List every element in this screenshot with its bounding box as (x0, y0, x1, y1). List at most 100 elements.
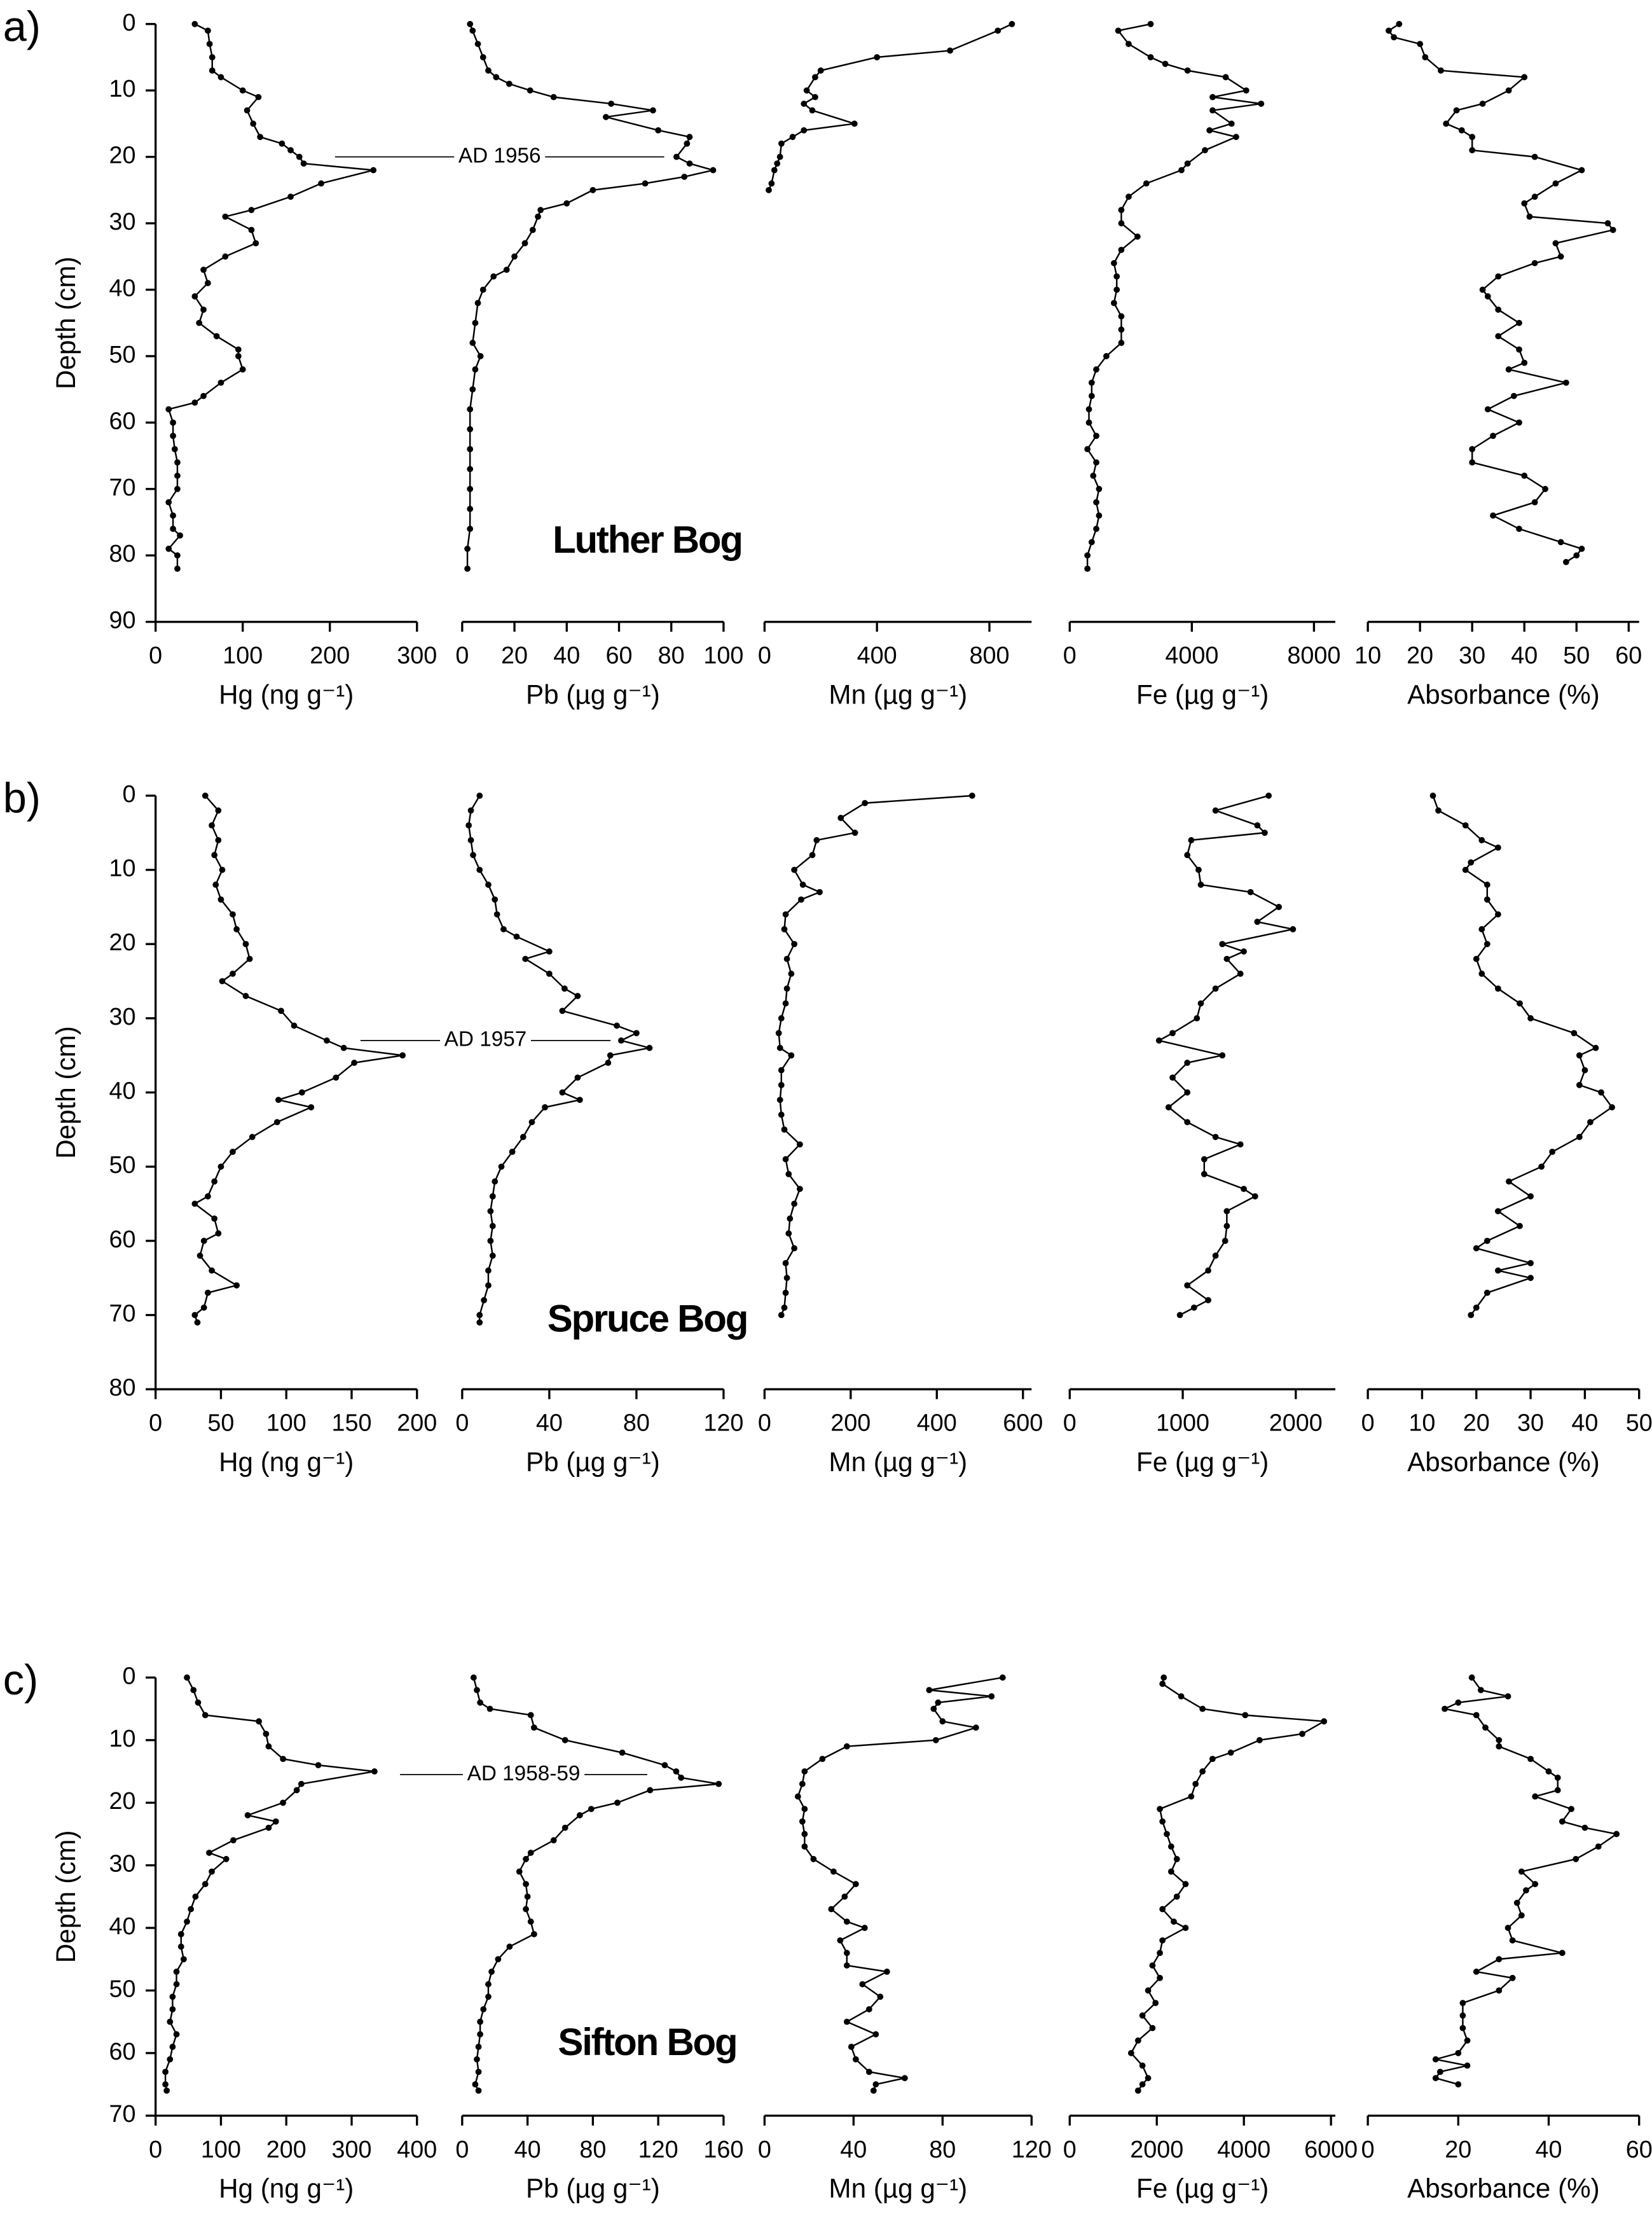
x-tick-label: 40 (1571, 1410, 1598, 1437)
data-point (1587, 1119, 1593, 1126)
x-tick-label: 40 (840, 2136, 867, 2163)
data-point (464, 545, 471, 552)
data-point (607, 1052, 614, 1059)
data-point (177, 532, 183, 539)
data-point (1194, 1015, 1201, 1021)
data-point (165, 545, 172, 552)
data-point (480, 2006, 487, 2012)
data-point (1527, 1755, 1534, 1762)
x-tick-label: 2000 (1269, 1410, 1323, 1437)
data-point (1202, 147, 1208, 154)
data-point (655, 127, 662, 134)
data-point (1199, 1768, 1206, 1775)
data-point (1299, 1731, 1305, 1737)
data-point (1173, 1893, 1180, 1900)
data-point (791, 1200, 797, 1207)
y-tick-label: 40 (109, 1913, 136, 1940)
data-point (782, 911, 789, 918)
data-point (1209, 107, 1216, 114)
data-point (1518, 1912, 1525, 1919)
data-point (995, 27, 1002, 34)
data-point (209, 67, 216, 74)
x-tick-label: 200 (830, 1410, 871, 1437)
data-point (788, 971, 795, 977)
data-point (1085, 406, 1092, 413)
data-point (209, 1868, 215, 1875)
data-point (485, 882, 492, 888)
data-point (1188, 837, 1195, 843)
data-point (169, 1993, 176, 2000)
data-point (1527, 1275, 1534, 1282)
data-point (1576, 1133, 1583, 1140)
data-point (476, 866, 483, 873)
data-point (614, 1799, 621, 1806)
data-point (1113, 286, 1120, 293)
x-tick-label: 400 (857, 642, 897, 669)
data-point (776, 1097, 783, 1104)
data-point (1093, 525, 1099, 532)
data-point (542, 1104, 548, 1111)
data-point (661, 1762, 668, 1769)
data-point (1549, 1148, 1556, 1155)
data-point (1505, 366, 1512, 373)
data-point (1162, 60, 1169, 67)
data-point (488, 1969, 495, 1975)
data-point (1562, 558, 1569, 565)
data-point (255, 93, 262, 100)
data-point (162, 2081, 169, 2088)
y-tick-label: 10 (109, 76, 136, 102)
data-point (230, 911, 236, 918)
data-point (1173, 1855, 1180, 1862)
x-tick-label: 200 (397, 1410, 437, 1437)
data-point (219, 866, 226, 873)
panel-label: a) (3, 3, 41, 50)
data-point (865, 2068, 872, 2075)
data-point (256, 1718, 262, 1725)
x-tick-label: 100 (223, 642, 263, 669)
x-tick-label: 10 (1408, 1410, 1435, 1437)
data-point (265, 1743, 272, 1750)
data-point (788, 1052, 795, 1059)
data-point (244, 107, 251, 114)
y-tick-label: 70 (109, 2101, 136, 2128)
data-point (843, 1918, 850, 1925)
data-point (1484, 293, 1491, 300)
data-point (1103, 353, 1110, 359)
data-point (608, 100, 615, 107)
data-point (799, 1780, 806, 1787)
data-point (476, 1319, 483, 1326)
data-point (298, 1780, 305, 1787)
data-point (173, 2031, 180, 2038)
data-point (1435, 807, 1442, 814)
data-point (324, 1037, 330, 1044)
data-point (1184, 1089, 1191, 1096)
data-point (559, 1089, 566, 1096)
data-point (467, 406, 474, 413)
data-point (1532, 1881, 1539, 1888)
data-point (1228, 120, 1235, 127)
data-point (1212, 985, 1219, 992)
data-point (215, 807, 222, 814)
data-point (930, 1705, 937, 1712)
data-point (1125, 193, 1132, 200)
data-point (1609, 1104, 1615, 1111)
data-point (477, 2031, 483, 2038)
data-point (874, 54, 881, 60)
data-point (1205, 1267, 1211, 1274)
data-point (781, 926, 788, 932)
x-axis-label: Mn (µg g⁻¹) (829, 1447, 967, 1477)
data-point (783, 955, 790, 962)
data-point (191, 399, 198, 406)
data-point (1276, 904, 1283, 910)
data-point (614, 1022, 620, 1029)
y-tick-label: 10 (109, 855, 136, 882)
data-point (287, 193, 294, 200)
data-point (273, 1119, 280, 1126)
data-point (467, 20, 474, 27)
data-point (1242, 1712, 1249, 1719)
data-point (1197, 1000, 1204, 1007)
x-axis-label: Absorbance (%) (1407, 680, 1600, 710)
data-point (1531, 193, 1538, 200)
x-tick-label: 160 (703, 2136, 743, 2163)
data-point (174, 485, 181, 492)
